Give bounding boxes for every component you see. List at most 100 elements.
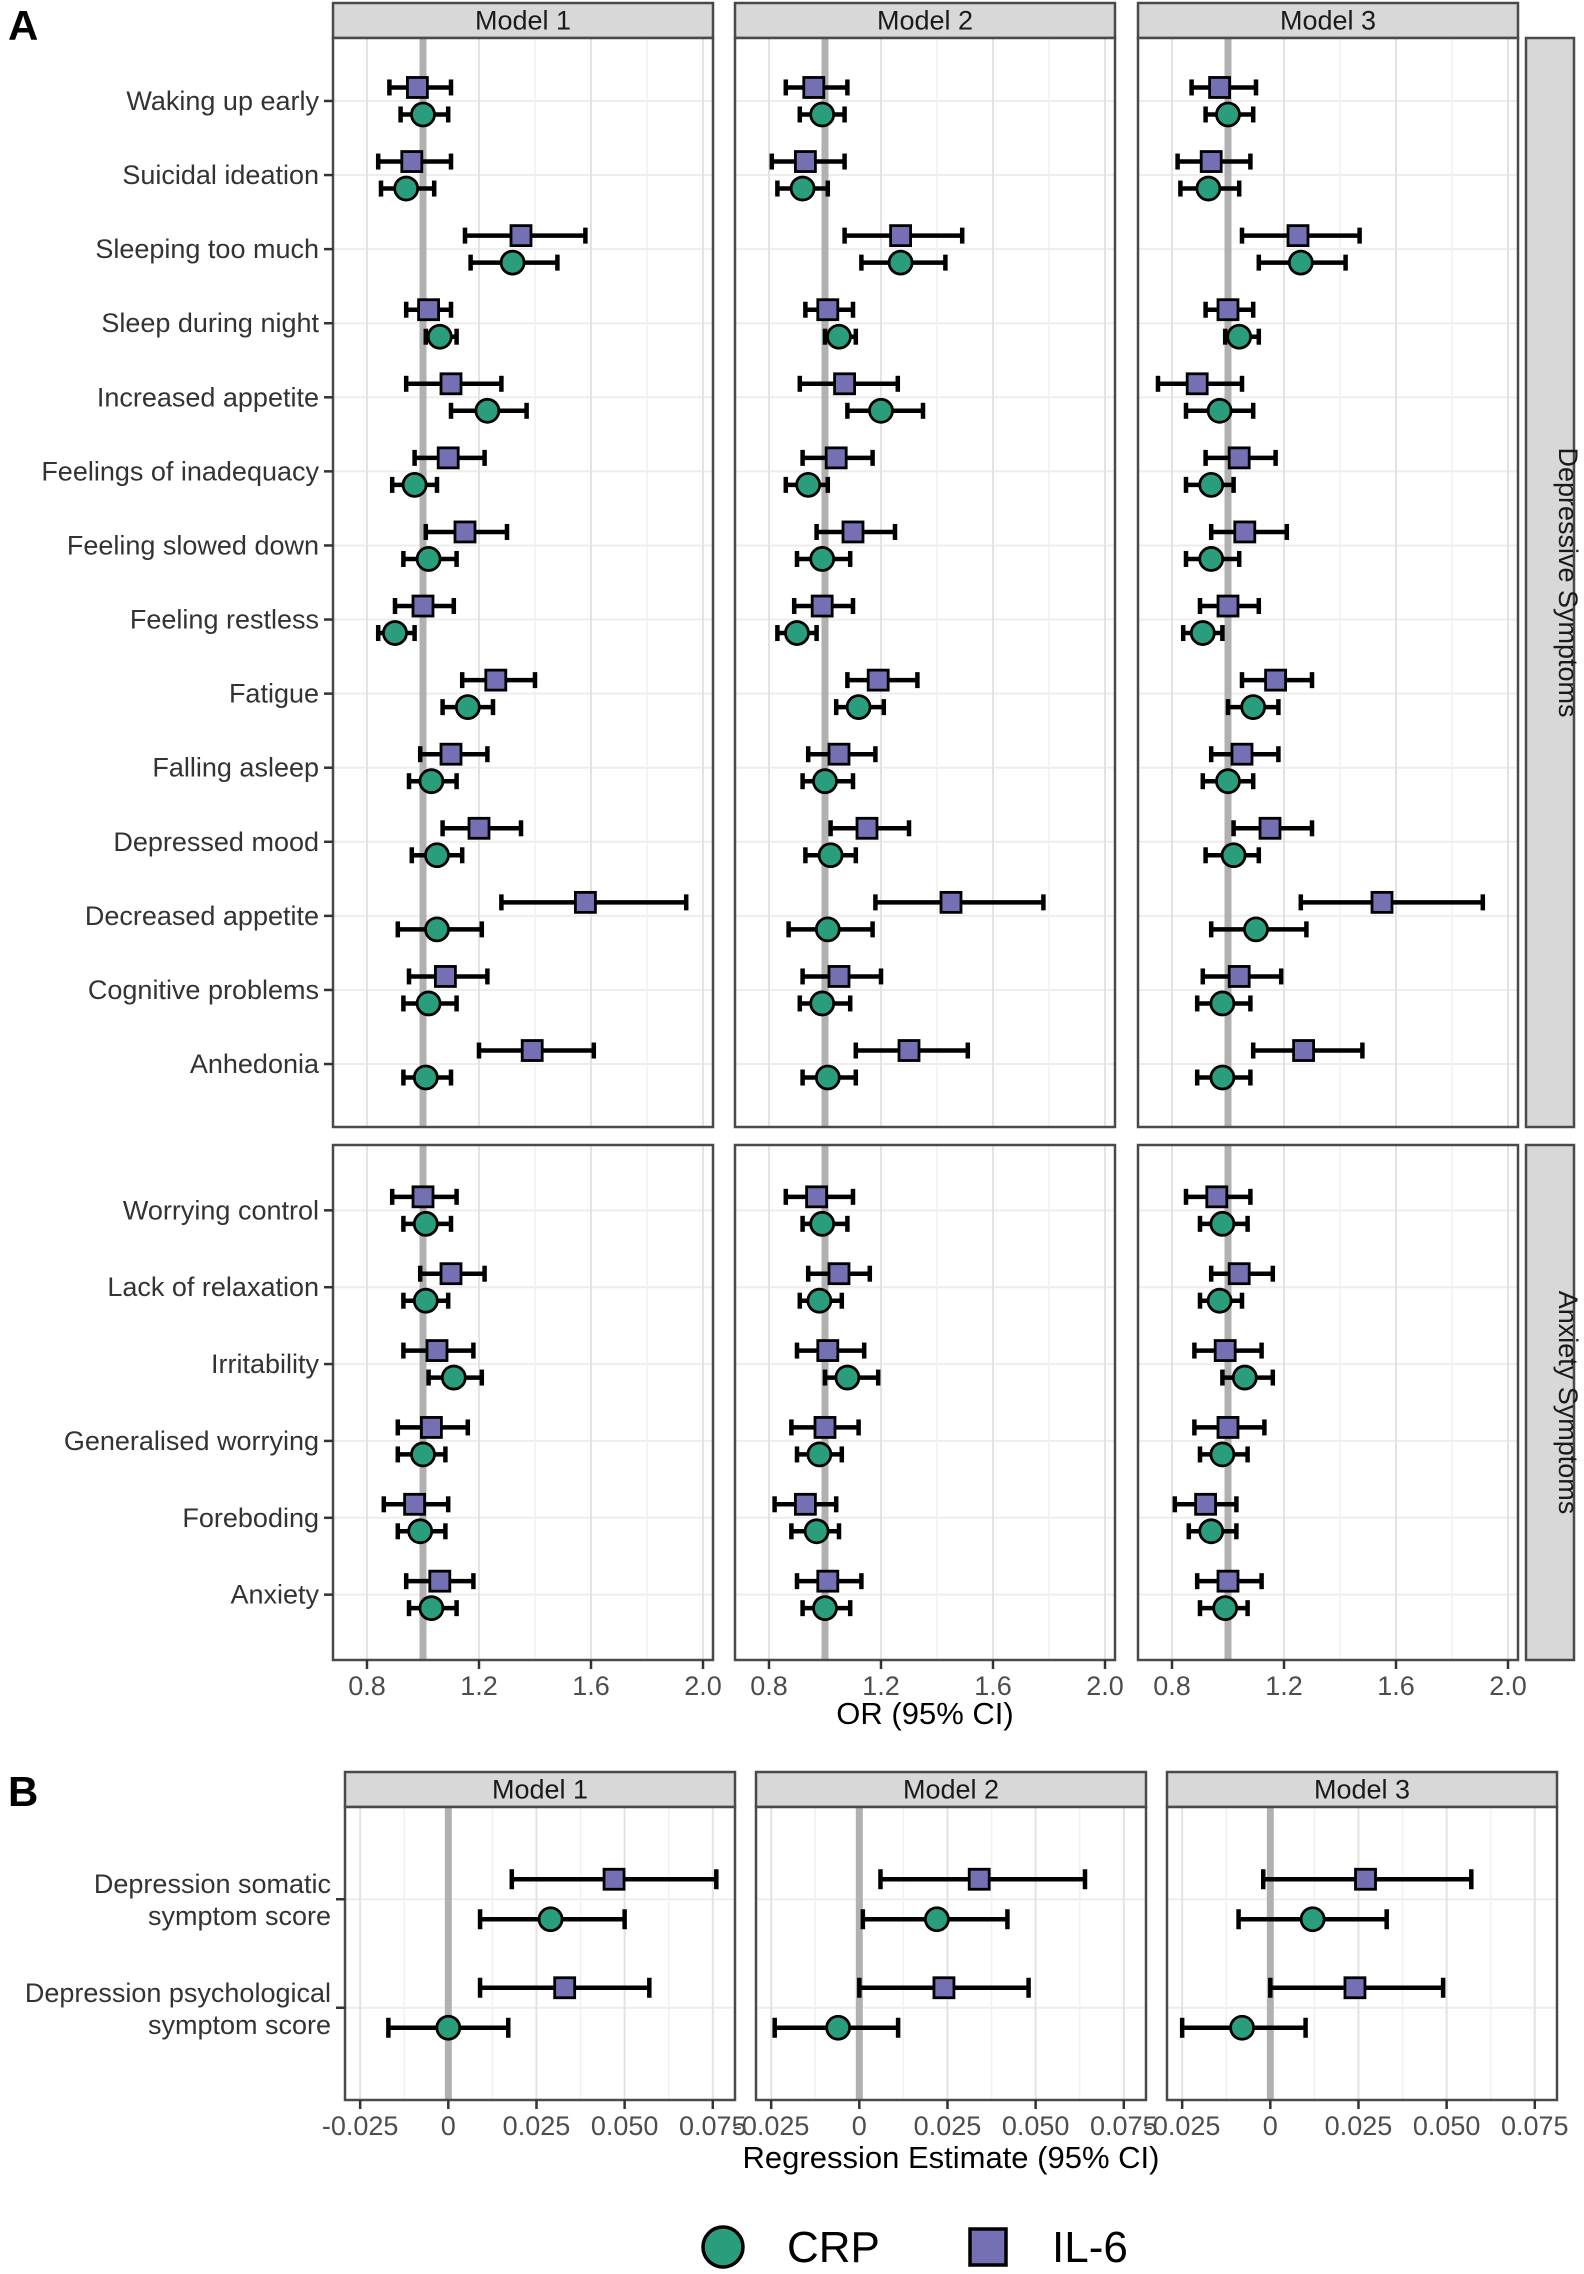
forest-row <box>1225 668 1315 721</box>
il6-marker <box>1370 890 1394 914</box>
il6-marker <box>602 1867 626 1891</box>
crp-marker <box>809 101 836 128</box>
forest-row <box>375 594 457 646</box>
il6-marker <box>1185 372 1209 396</box>
il6-marker <box>439 1262 463 1286</box>
crp-marker <box>412 1064 439 1091</box>
il6-marker <box>403 1492 426 1516</box>
forest-row <box>1236 1867 1474 1933</box>
facet-strip-label: Model 3 <box>1280 6 1376 36</box>
il6-marker <box>824 446 848 470</box>
crp-marker <box>454 694 481 721</box>
group-strip <box>1524 36 1576 1129</box>
forest-row <box>786 890 1046 943</box>
crp-marker <box>474 397 501 424</box>
crp-marker <box>868 397 894 424</box>
forest-row <box>401 965 490 1017</box>
x-tick-label: -0.025 <box>733 2111 810 2141</box>
il6-marker <box>1208 76 1231 99</box>
x-tick-label: 1.6 <box>974 1671 1012 1701</box>
x-tick-label: 0 <box>441 2111 456 2141</box>
crp-marker <box>418 1595 445 1622</box>
facet-cell <box>331 36 715 1129</box>
plot-background <box>345 1807 735 2100</box>
facet-strip <box>1165 1770 1559 1809</box>
il6-marker <box>405 76 429 99</box>
forest-row <box>1197 1262 1276 1314</box>
il6-marker <box>932 1976 956 2000</box>
legend-il6-icon <box>968 2227 1008 2267</box>
forest-row <box>1203 298 1262 350</box>
row-label: Feeling restless <box>130 605 319 635</box>
crp-marker <box>412 1287 439 1314</box>
panel-border <box>754 1805 1148 2102</box>
x-tick-label: 0.050 <box>1413 2111 1481 2141</box>
panel-border <box>331 1143 715 1662</box>
il6-marker <box>816 1339 840 1362</box>
crp-marker <box>803 1518 830 1545</box>
x-tick-label: 0.025 <box>503 2111 571 2141</box>
facet-cell <box>733 36 1117 1129</box>
plot-background <box>1138 38 1518 1127</box>
forest-row <box>386 1976 652 2041</box>
crp-marker <box>410 101 436 128</box>
forest-row <box>783 76 850 128</box>
plot-background <box>735 38 1115 1127</box>
x-tick-label: 1.6 <box>572 1671 610 1701</box>
row-label: Decreased appetite <box>85 901 319 931</box>
il6-marker <box>428 1569 452 1593</box>
il6-marker <box>1233 520 1257 544</box>
crp-marker <box>814 916 841 943</box>
forest-row <box>833 668 920 721</box>
il6-marker <box>573 890 597 914</box>
forest-row <box>1175 150 1253 202</box>
x-tick-label: 0.050 <box>591 2111 659 2141</box>
x-axis-title: Regression Estimate (95% CI) <box>743 2140 1160 2175</box>
crp-marker <box>812 768 838 795</box>
il6-marker <box>509 224 533 248</box>
row-label: Feelings of inadequacy <box>41 456 319 486</box>
crp-marker <box>440 1364 467 1391</box>
row-label: Lack of relaxation <box>107 1272 319 1302</box>
forest-row <box>1192 1416 1267 1468</box>
forest-row <box>797 965 884 1017</box>
panel-b-letter: B <box>8 1768 38 1815</box>
il6-marker <box>810 594 834 618</box>
forest-row <box>803 298 859 350</box>
il6-marker <box>439 372 463 396</box>
crp-marker <box>809 546 836 572</box>
plot-background <box>756 1807 1146 2100</box>
il6-marker <box>453 520 477 544</box>
forest-row <box>477 1867 719 1933</box>
panel-border <box>733 1143 1117 1662</box>
il6-marker <box>439 742 463 766</box>
row-label: Waking up early <box>126 86 319 116</box>
il6-marker <box>897 1039 921 1062</box>
facet-strip-label: Model 1 <box>492 1775 588 1805</box>
row-label: Sleep during night <box>101 308 319 338</box>
x-tick-label: 0.025 <box>914 2111 982 2141</box>
crp-marker <box>834 1364 861 1391</box>
forest-row <box>794 1339 881 1391</box>
forest-row <box>772 1492 842 1545</box>
row-label: Suicidal ideation <box>122 160 319 190</box>
forest-row <box>1194 1569 1264 1622</box>
crp-marker <box>537 1906 564 1933</box>
il6-marker <box>802 76 826 99</box>
crp-marker <box>1229 2014 1256 2041</box>
il6-marker <box>1216 594 1240 618</box>
crp-marker <box>809 1210 836 1237</box>
forest-row <box>1155 372 1256 424</box>
legend-il6-label: IL-6 <box>1052 2223 1128 2272</box>
group-strip-label: Depressive Symptoms <box>1553 447 1583 717</box>
il6-marker <box>1194 1492 1217 1516</box>
crp-marker <box>814 1064 841 1091</box>
crp-marker <box>795 471 822 498</box>
facet-cell <box>1136 36 1520 1129</box>
forest-row <box>403 298 459 350</box>
il6-marker <box>939 890 963 914</box>
il6-marker <box>889 224 912 248</box>
crp-marker <box>1215 101 1241 128</box>
il6-marker <box>484 668 508 692</box>
